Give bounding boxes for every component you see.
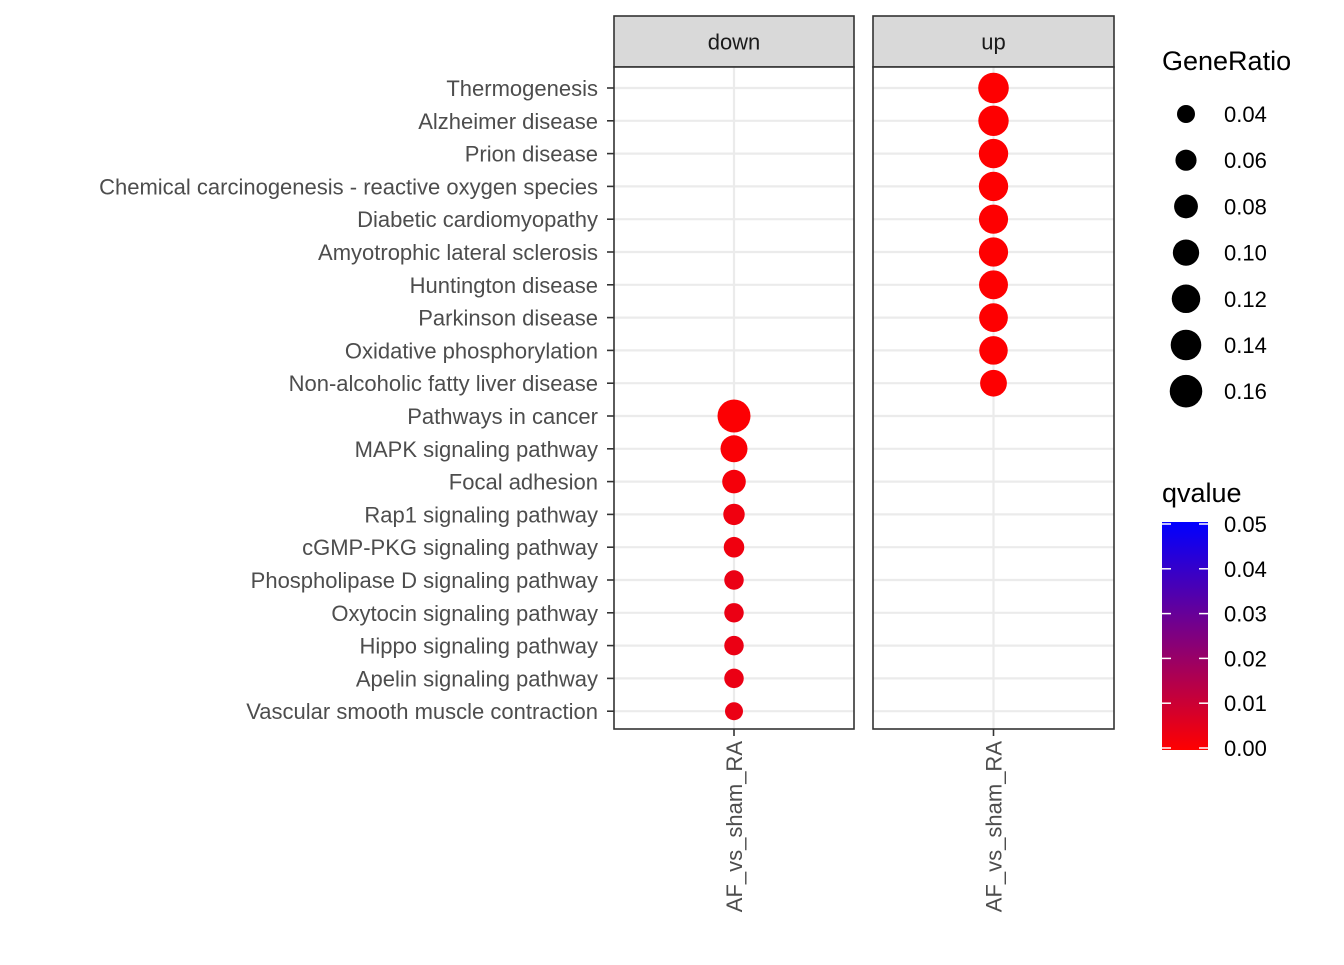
y-axis: Thermogenesis Alzheimer disease Prion dise… xyxy=(99,76,614,724)
data-point xyxy=(724,668,744,689)
data-point xyxy=(722,469,746,494)
y-tick-label: Non-alcoholic fatty liver disease xyxy=(289,371,598,396)
facet-strip-up xyxy=(872,15,1115,68)
facet-strip-down xyxy=(613,15,855,68)
color-legend-bar xyxy=(1162,522,1208,750)
size-legend-key xyxy=(1171,284,1201,314)
color-legend-label: 0.00 xyxy=(1224,736,1267,761)
size-legend-label: 0.06 xyxy=(1224,148,1267,173)
y-tick-label: Chemical carcinogenesis - reactive oxyge… xyxy=(99,174,598,199)
size-legend-key xyxy=(1177,105,1195,123)
x-tick-label: AF_vs_sham_RA xyxy=(982,741,1007,913)
y-tick-label: Thermogenesis xyxy=(446,76,598,101)
data-point xyxy=(717,399,751,433)
data-point xyxy=(725,702,743,721)
size-legend: GeneRatio 0.04 0.06 0.08 0.10 0.12 0.14 0.16 xyxy=(1162,46,1291,408)
y-tick-label: Parkinson disease xyxy=(418,306,598,331)
y-tick-label: MAPK signaling pathway xyxy=(355,437,598,462)
x-tick-label: AF_vs_sham_RA xyxy=(722,741,747,913)
data-point xyxy=(978,237,1009,267)
y-tick-label: Diabetic cardiomyopathy xyxy=(357,207,598,232)
data-point xyxy=(979,270,1008,300)
facet-panels: down AF_vs_sham_RA up AF_vs_sham_RA xyxy=(613,15,1115,913)
data-points xyxy=(717,72,1009,721)
y-tick-label: cGMP-PKG signaling pathway xyxy=(302,535,598,560)
data-point xyxy=(724,603,744,623)
data-point xyxy=(978,105,1009,136)
size-legend-key xyxy=(1170,329,1202,361)
color-legend-label: 0.01 xyxy=(1224,691,1267,716)
y-tick-label: Apelin signaling pathway xyxy=(356,666,598,691)
y-tick-label: Oxytocin signaling pathway xyxy=(331,601,598,626)
y-tick-label: Amyotrophic lateral sclerosis xyxy=(318,240,598,265)
size-legend-label: 0.12 xyxy=(1224,287,1267,312)
size-legend-title: GeneRatio xyxy=(1162,46,1291,76)
y-tick-label: Huntington disease xyxy=(410,273,598,298)
y-tick-label: Prion disease xyxy=(465,142,598,167)
data-point xyxy=(723,503,745,526)
size-legend-label: 0.08 xyxy=(1224,194,1267,219)
y-tick-label: Alzheimer disease xyxy=(418,109,598,134)
data-point xyxy=(724,635,744,656)
color-legend-label: 0.05 xyxy=(1224,512,1267,537)
data-point xyxy=(723,536,745,558)
y-tick-label: Oxidative phosphorylation xyxy=(345,338,598,363)
data-point xyxy=(978,171,1009,202)
y-tick-label: Hippo signaling pathway xyxy=(360,634,599,659)
size-legend-key xyxy=(1172,239,1200,266)
y-tick-label: Rap1 signaling pathway xyxy=(364,502,598,527)
size-legend-label: 0.16 xyxy=(1224,379,1267,404)
size-legend-label: 0.14 xyxy=(1224,333,1267,358)
data-point xyxy=(979,303,1008,332)
facet-panel-down: down AF_vs_sham_RA xyxy=(613,15,855,913)
data-point xyxy=(978,204,1009,234)
size-legend-label: 0.04 xyxy=(1224,102,1267,127)
data-point xyxy=(720,435,748,463)
y-tick-label: Pathways in cancer xyxy=(407,404,598,429)
size-legend-key xyxy=(1175,149,1197,171)
y-tick-label: Focal adhesion xyxy=(449,470,598,495)
color-legend-label: 0.04 xyxy=(1224,557,1267,582)
data-point xyxy=(978,138,1009,169)
data-point xyxy=(979,336,1008,365)
y-tick-label: Phospholipase D signaling pathway xyxy=(251,568,598,593)
color-legend: qvalue 0.05 0.04 0.03 0.02 0.01 0.00 xyxy=(1162,478,1267,761)
size-legend-label: 0.10 xyxy=(1224,241,1267,266)
size-legend-key xyxy=(1174,194,1198,219)
facet-strip-label: down xyxy=(708,30,761,55)
data-point xyxy=(724,570,744,590)
size-legend-key xyxy=(1169,374,1203,408)
data-point xyxy=(978,72,1009,104)
color-legend-title: qvalue xyxy=(1162,478,1242,508)
color-legend-label: 0.02 xyxy=(1224,646,1267,671)
data-point xyxy=(980,369,1007,397)
facet-strip-label: up xyxy=(981,30,1005,55)
color-legend-label: 0.03 xyxy=(1224,602,1267,627)
y-tick-label: Vascular smooth muscle contraction xyxy=(246,699,598,724)
